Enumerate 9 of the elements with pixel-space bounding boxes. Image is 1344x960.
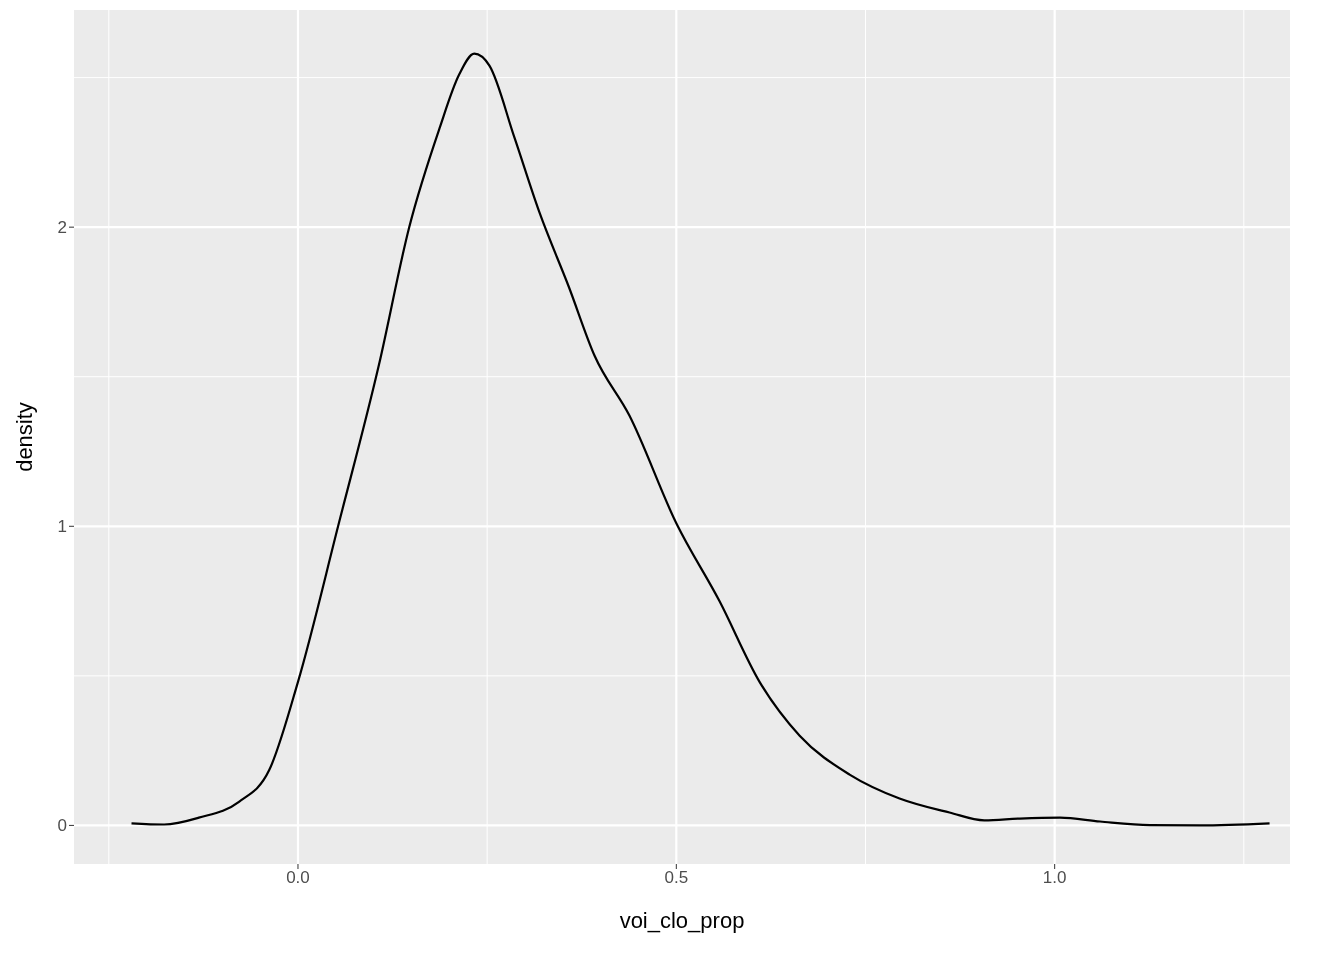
y-tick-label: 1 bbox=[57, 517, 67, 537]
x-tick-label: 0.0 bbox=[286, 868, 310, 888]
y-tick-label: 0 bbox=[57, 816, 67, 836]
y-tick-label: 2 bbox=[57, 218, 67, 238]
line-series bbox=[130, 52, 1271, 827]
y-axis-title: density bbox=[11, 402, 37, 472]
x-axis-title: voi_clo_prop bbox=[619, 908, 745, 933]
x-tick-label: 1.0 bbox=[1042, 868, 1067, 888]
x-tick-label: 0.5 bbox=[664, 868, 689, 888]
